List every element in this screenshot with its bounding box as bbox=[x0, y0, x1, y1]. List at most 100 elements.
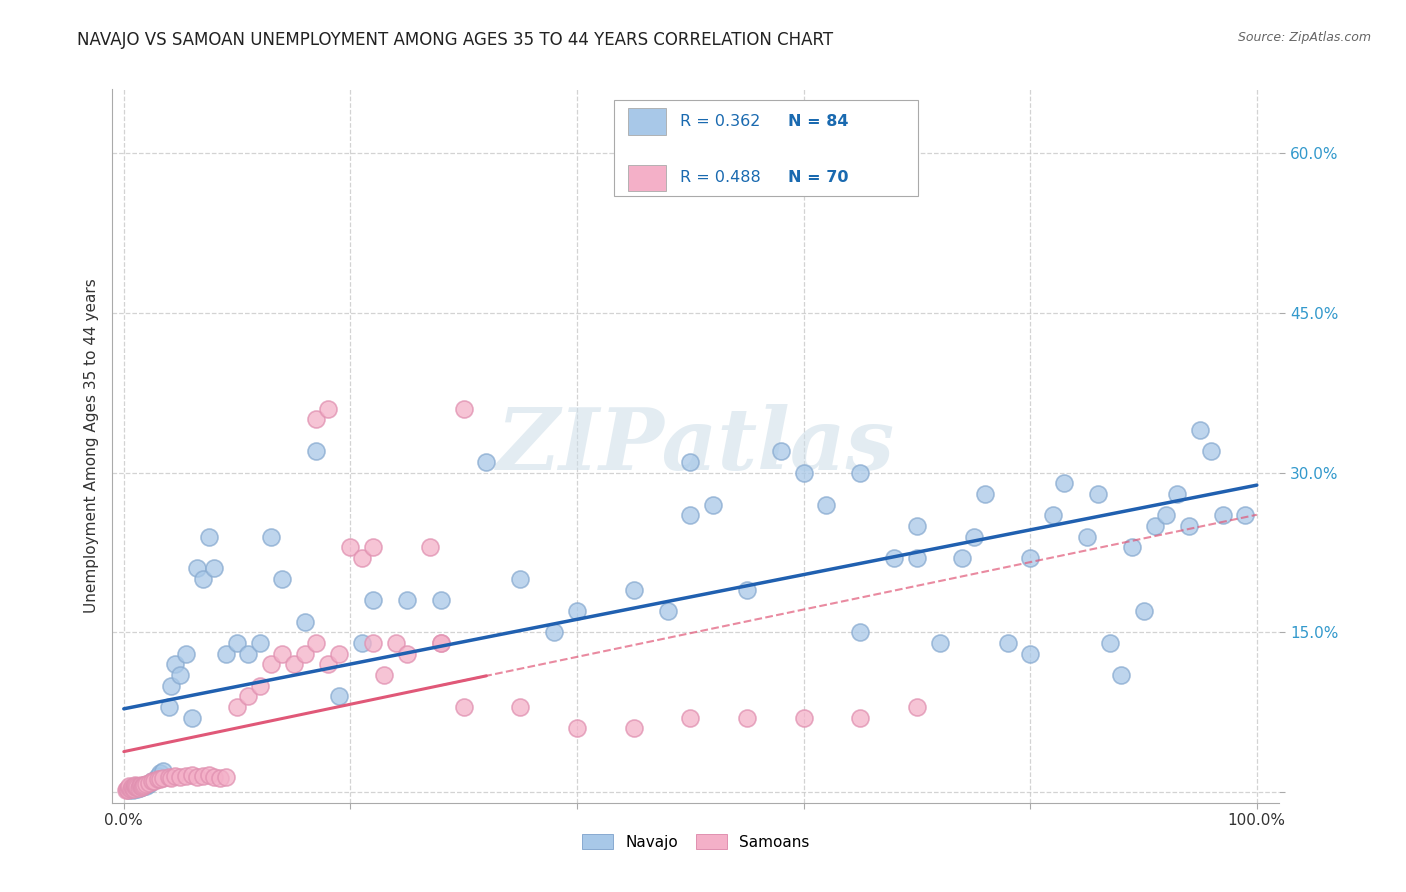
Point bbox=[305, 636, 328, 650]
Point bbox=[215, 770, 238, 784]
Point bbox=[120, 781, 142, 796]
Point bbox=[143, 774, 166, 789]
Point bbox=[316, 657, 339, 672]
Point bbox=[152, 764, 174, 778]
Point bbox=[226, 636, 249, 650]
Point bbox=[997, 636, 1019, 650]
Point bbox=[271, 572, 294, 586]
Point bbox=[260, 529, 283, 543]
Point bbox=[849, 466, 872, 480]
Point bbox=[121, 780, 143, 794]
Text: N = 70: N = 70 bbox=[789, 170, 849, 186]
Point bbox=[145, 772, 167, 787]
Point bbox=[1189, 423, 1212, 437]
Point bbox=[565, 721, 588, 735]
Point bbox=[305, 444, 328, 458]
Point bbox=[430, 636, 453, 650]
Bar bbox=[628, 108, 665, 135]
Point bbox=[339, 540, 361, 554]
Point bbox=[849, 625, 872, 640]
Point bbox=[1143, 519, 1166, 533]
Point bbox=[204, 770, 226, 784]
Point bbox=[793, 710, 815, 724]
Point bbox=[1121, 540, 1143, 554]
Point bbox=[1098, 636, 1121, 650]
Point bbox=[118, 780, 141, 795]
Point bbox=[905, 700, 928, 714]
Point bbox=[328, 690, 350, 704]
Point bbox=[157, 700, 180, 714]
Point bbox=[361, 540, 384, 554]
Point bbox=[1076, 529, 1098, 543]
Point bbox=[129, 778, 152, 792]
Point bbox=[135, 779, 157, 793]
Point bbox=[679, 455, 702, 469]
Text: N = 84: N = 84 bbox=[789, 114, 849, 128]
Point bbox=[623, 721, 645, 735]
Point bbox=[1087, 487, 1109, 501]
Point bbox=[1109, 668, 1132, 682]
Point bbox=[883, 550, 905, 565]
Point bbox=[124, 780, 146, 794]
Point bbox=[146, 772, 169, 787]
Point bbox=[815, 498, 838, 512]
Point bbox=[149, 772, 172, 787]
Point bbox=[180, 768, 202, 782]
Point bbox=[305, 412, 328, 426]
Point bbox=[163, 769, 186, 783]
Point bbox=[127, 780, 149, 794]
Point bbox=[132, 779, 155, 793]
Point bbox=[623, 582, 645, 597]
Point bbox=[128, 780, 150, 794]
Point bbox=[453, 700, 475, 714]
Point bbox=[124, 779, 146, 793]
Point bbox=[430, 636, 453, 650]
Point bbox=[249, 636, 271, 650]
Point bbox=[152, 772, 174, 786]
Point bbox=[127, 781, 149, 796]
Point bbox=[509, 700, 531, 714]
Point bbox=[384, 636, 406, 650]
Point bbox=[679, 508, 702, 523]
Point bbox=[122, 780, 145, 795]
Point bbox=[905, 550, 928, 565]
Point bbox=[849, 710, 872, 724]
Point bbox=[118, 779, 141, 793]
Point bbox=[169, 668, 191, 682]
Point bbox=[124, 778, 146, 792]
Point bbox=[186, 770, 208, 784]
Point bbox=[1234, 508, 1257, 523]
Point bbox=[141, 774, 163, 789]
Point bbox=[160, 772, 183, 786]
Point bbox=[238, 647, 260, 661]
Point bbox=[131, 780, 153, 794]
Point bbox=[565, 604, 588, 618]
Point bbox=[238, 690, 260, 704]
Point bbox=[209, 772, 232, 786]
Point bbox=[191, 572, 214, 586]
Point bbox=[1154, 508, 1177, 523]
Point bbox=[361, 593, 384, 607]
Point bbox=[169, 770, 191, 784]
Point bbox=[118, 783, 141, 797]
Point bbox=[735, 582, 758, 597]
Point bbox=[475, 455, 498, 469]
Point bbox=[122, 783, 145, 797]
Point bbox=[283, 657, 305, 672]
Point bbox=[679, 710, 702, 724]
Point bbox=[928, 636, 950, 650]
Point bbox=[128, 780, 150, 795]
Point bbox=[1212, 508, 1234, 523]
Point bbox=[350, 550, 373, 565]
Point bbox=[430, 593, 453, 607]
Point bbox=[117, 783, 139, 797]
Point bbox=[419, 540, 441, 554]
Point bbox=[905, 519, 928, 533]
Point bbox=[973, 487, 995, 501]
Text: R = 0.488: R = 0.488 bbox=[679, 170, 761, 186]
Point bbox=[128, 780, 150, 795]
Point bbox=[115, 781, 138, 796]
Point bbox=[373, 668, 395, 682]
Point bbox=[134, 778, 156, 792]
Legend: Navajo, Samoans: Navajo, Samoans bbox=[576, 828, 815, 855]
